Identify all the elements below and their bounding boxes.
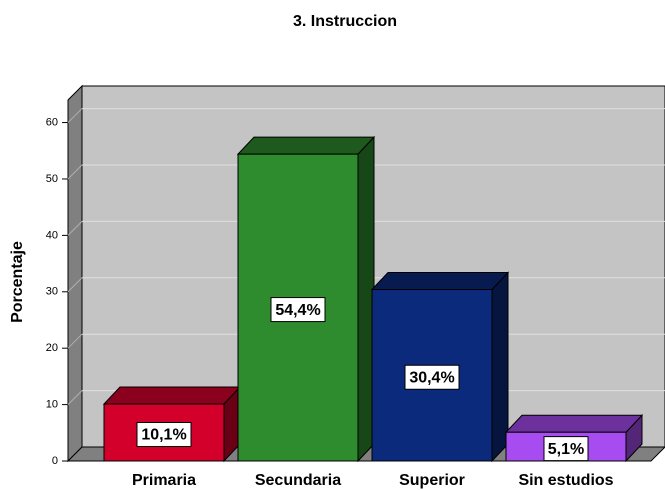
value-label: 10,1%	[141, 427, 186, 444]
y-tick-label: 30	[46, 286, 58, 298]
bar-top	[370, 272, 510, 291]
y-axis-label: Porcentaje	[9, 241, 26, 323]
x-tick-label: Primaria	[132, 472, 196, 489]
y-tick-label: 40	[46, 229, 58, 241]
left-wall	[67, 84, 83, 463]
x-tick-label: Secundaria	[255, 472, 341, 489]
bar-top	[504, 414, 644, 433]
value-label: 30,4%	[409, 369, 454, 386]
grid-line	[67, 333, 83, 349]
x-tick-label: Sin estudios	[518, 472, 613, 489]
grid-line	[67, 277, 83, 293]
y-tick-label: 20	[46, 342, 58, 354]
value-label-box	[270, 297, 326, 323]
grid-line	[67, 221, 83, 236]
y-tick-label: 60	[46, 116, 58, 128]
bar-top	[102, 386, 242, 405]
y-tick-label: 0	[52, 455, 58, 467]
chart-title: 3. Instruccion	[293, 13, 397, 30]
value-label-box	[404, 364, 460, 390]
value-label: 54,4%	[275, 302, 320, 319]
y-tick-label: 50	[46, 173, 58, 185]
grid-line	[67, 390, 83, 405]
value-label-box	[136, 422, 192, 448]
grid-line	[67, 164, 83, 180]
x-tick-label: Superior	[399, 472, 465, 489]
y-tick-label: 10	[46, 399, 58, 411]
grid-line	[67, 108, 83, 123]
bar	[103, 403, 225, 462]
value-label-box	[543, 436, 589, 462]
value-label: 5,1%	[548, 441, 584, 458]
bar-top	[236, 136, 376, 155]
